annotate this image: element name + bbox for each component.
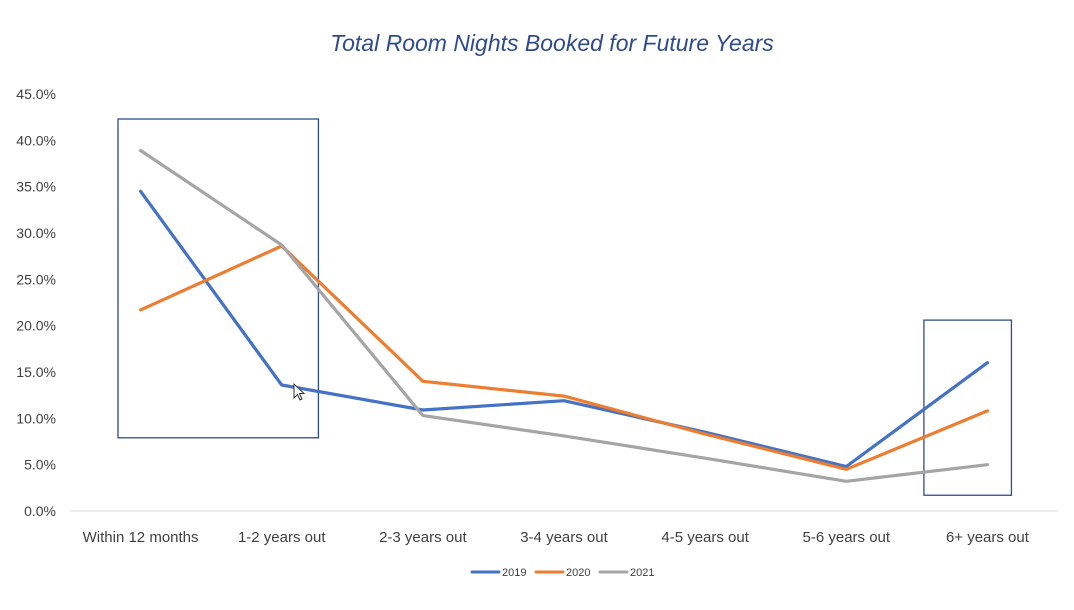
- y-axis: 0.0% 5.0% 10.0% 15.0% 20.0% 25.0% 30.0% 35.0% 40…: [16, 86, 56, 519]
- legend-item-2020[interactable]: 2020: [534, 567, 590, 579]
- x-tick-label: 4-5 years out: [661, 529, 749, 546]
- highlight-box-2: [923, 319, 1013, 496]
- y-tick-label: 45.0%: [16, 86, 56, 102]
- highlight-box-1: [117, 118, 320, 439]
- y-tick-label: 40.0%: [16, 132, 56, 148]
- legend-item-2021[interactable]: 2021: [598, 567, 654, 579]
- y-tick-label: 0.0%: [24, 503, 56, 519]
- x-tick-label: Within 12 months: [83, 529, 199, 546]
- y-tick-label: 30.0%: [16, 225, 56, 241]
- highlight-boxes: [117, 118, 1013, 496]
- mouse-cursor-icon: [293, 382, 306, 401]
- y-tick-label: 35.0%: [16, 179, 56, 195]
- x-tick-label: 2-3 years out: [379, 529, 467, 546]
- y-tick-label: 10.0%: [16, 410, 56, 426]
- legend-item-2019[interactable]: 2019: [470, 567, 526, 579]
- legend[interactable]: 2019 2020 2021: [470, 567, 654, 579]
- legend-label: 2019: [502, 567, 526, 579]
- series-line-2019: [139, 189, 990, 469]
- y-tick-label: 20.0%: [16, 318, 56, 334]
- chart-title: Total Room Nights Booked for Future Year…: [330, 30, 774, 56]
- x-tick-label: 6+ years out: [946, 529, 1030, 546]
- x-axis: Within 12 months 1-2 years out 2-3 years o…: [83, 529, 1030, 546]
- y-tick-label: 25.0%: [16, 271, 56, 287]
- series-line-2021: [139, 148, 990, 483]
- legend-label: 2021: [630, 567, 654, 579]
- x-tick-label: 1-2 years out: [238, 529, 326, 546]
- legend-label: 2020: [566, 567, 590, 579]
- x-tick-label: 5-6 years out: [803, 529, 891, 546]
- y-tick-label: 15.0%: [16, 364, 56, 380]
- x-tick-label: 3-4 years out: [520, 529, 608, 546]
- y-tick-label: 5.0%: [24, 457, 56, 473]
- series-lines: [139, 148, 990, 483]
